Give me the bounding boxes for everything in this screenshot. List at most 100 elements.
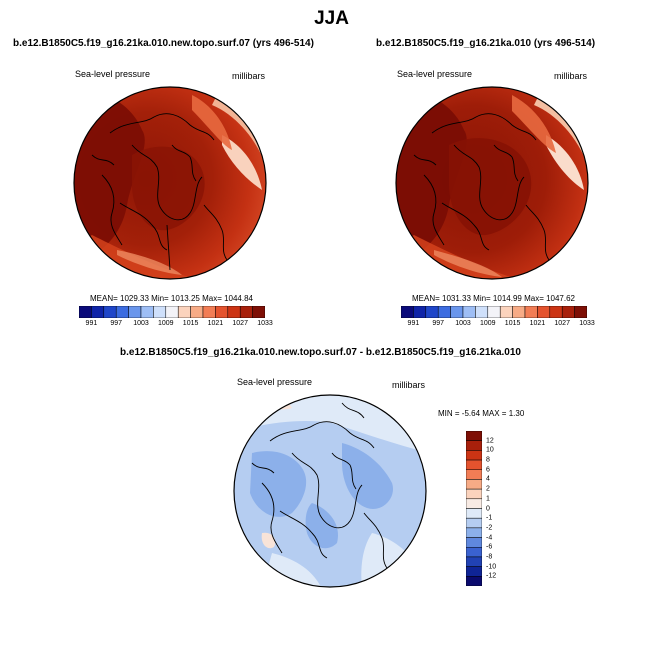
diff-positive-southwest xyxy=(261,532,276,549)
colorbar-tick-label: 4 xyxy=(486,475,490,483)
colorbar-swatch xyxy=(190,306,204,318)
diff-stats: MIN = -5.64 MAX = 1.30 xyxy=(438,409,525,418)
colorbar-tick-label: 991 xyxy=(85,320,98,327)
colorbar-swatch xyxy=(462,306,476,318)
colorbar-tick-label: 0 xyxy=(486,505,490,512)
left-coastlines xyxy=(91,113,228,271)
diff-negative-east xyxy=(342,443,393,509)
colorbar-swatch xyxy=(103,306,117,318)
right-high-center xyxy=(449,138,532,236)
left-stats: MEAN= 1029.33 Min= 1013.25 Max= 1044.84 xyxy=(90,294,253,303)
colorbar-swatch xyxy=(450,306,464,318)
colorbar-swatch xyxy=(475,306,489,318)
colorbar-swatch xyxy=(466,498,482,509)
colorbar-swatch xyxy=(79,306,92,318)
colorbar-swatch xyxy=(487,306,501,318)
colorbar-swatch xyxy=(466,431,482,441)
colorbar-tick-label: 997 xyxy=(110,320,123,327)
diff-units-label: millibars xyxy=(392,380,426,390)
colorbar-swatch xyxy=(561,306,575,318)
colorbar-tick-label: 1033 xyxy=(579,320,595,327)
colorbar-swatch xyxy=(227,306,241,318)
colorbar-tick-label: 1009 xyxy=(158,320,174,327)
right-gradient-band xyxy=(512,95,556,153)
colorbar-swatch xyxy=(425,306,439,318)
colorbar-tick-label: -12 xyxy=(486,572,497,580)
colorbar-swatch xyxy=(153,306,167,318)
right-low-south xyxy=(434,250,502,277)
colorbar-swatch xyxy=(239,306,253,318)
colorbar-swatch xyxy=(466,517,482,529)
colorbar-swatch xyxy=(140,306,154,318)
colorbar-swatch xyxy=(466,479,482,490)
colorbar-swatch xyxy=(512,306,526,318)
left-polar-map xyxy=(73,86,267,280)
colorbar-swatch xyxy=(574,306,587,318)
diff-colorbar xyxy=(466,431,482,586)
left-colorbar xyxy=(79,306,265,318)
left-variable-label: Sea-level pressure xyxy=(75,69,151,79)
colorbar-tick-label: 1021 xyxy=(207,320,224,327)
colorbar-swatch xyxy=(466,547,482,558)
right-polar-map xyxy=(395,86,589,280)
diff-coastlines xyxy=(251,402,388,569)
left-low-south xyxy=(117,250,182,275)
diff-colorbar-labels: 12 10 8 6 4 2 1 0 -1 -2 -4 -6 -8 -10 -12 xyxy=(486,431,516,586)
colorbar-tick-label: 1015 xyxy=(182,320,199,327)
right-colorbar xyxy=(401,306,587,318)
right-case-title: b.e12.B1850C5.f19_g16.21ka.010 (yrs 496-… xyxy=(376,38,596,49)
right-high-west xyxy=(396,92,467,265)
colorbar-tick-label: 12 xyxy=(486,437,494,445)
right-colorbar-labels: 991 997 1003 1009 1015 1021 1027 1033 xyxy=(401,320,595,332)
left-low-inner xyxy=(222,135,262,190)
colorbar-tick-label: 1027 xyxy=(232,320,248,327)
colorbar-tick-label: 997 xyxy=(432,320,445,327)
colorbar-tick-label: -2 xyxy=(486,524,493,532)
colorbar-swatch xyxy=(466,440,482,451)
colorbar-tick-label: 1015 xyxy=(504,320,521,327)
right-low-inner xyxy=(546,135,584,190)
right-units-label: millibars xyxy=(554,71,588,81)
colorbar-swatch xyxy=(466,508,482,519)
diff-variable-label: Sea-level pressure xyxy=(237,377,313,387)
colorbar-tick-label: 1033 xyxy=(257,320,273,327)
colorbar-tick-label: 1003 xyxy=(455,320,471,327)
diff-map-border xyxy=(233,394,427,588)
colorbar-swatch xyxy=(115,306,129,318)
colorbar-tick-label: -4 xyxy=(486,534,493,542)
colorbar-tick-label: 1003 xyxy=(133,320,149,327)
colorbar-swatch xyxy=(466,576,482,586)
colorbar-swatch xyxy=(466,469,482,480)
colorbar-tick-label: 1 xyxy=(486,495,490,503)
colorbar-swatch xyxy=(215,306,229,318)
colorbar-tick-label: -1 xyxy=(486,514,493,522)
colorbar-swatch xyxy=(466,566,482,577)
left-map-border xyxy=(73,86,267,280)
colorbar-swatch xyxy=(413,306,427,318)
diff-negative-west xyxy=(250,451,307,517)
left-colorbar-labels: 991 997 1003 1009 1015 1021 1027 1033 xyxy=(79,320,273,332)
colorbar-swatch xyxy=(466,488,482,500)
colorbar-swatch xyxy=(466,556,482,567)
colorbar-swatch xyxy=(537,306,551,318)
colorbar-swatch xyxy=(466,459,482,470)
diff-polar-map xyxy=(233,394,427,588)
page-title: JJA xyxy=(314,8,349,29)
colorbar-tick-label: 1027 xyxy=(554,320,570,327)
colorbar-tick-label: 8 xyxy=(486,456,490,464)
colorbar-swatch xyxy=(91,306,105,318)
colorbar-tick-label: 2 xyxy=(486,485,490,493)
colorbar-swatch xyxy=(437,306,451,318)
diff-title: b.e12.B1850C5.f19_g16.21ka.010.new.topo.… xyxy=(120,347,521,358)
left-case-title: b.e12.B1850C5.f19_g16.21ka.010.new.topo.… xyxy=(13,38,314,49)
colorbar-swatch xyxy=(252,306,265,318)
right-map-border xyxy=(395,86,589,280)
colorbar-tick-label: -8 xyxy=(486,553,493,561)
left-gradient-band xyxy=(192,95,232,150)
colorbar-swatch xyxy=(202,306,216,318)
colorbar-swatch xyxy=(128,306,142,318)
right-coastlines xyxy=(413,113,550,261)
colorbar-tick-label: -6 xyxy=(486,543,493,551)
diff-negative-south xyxy=(305,503,338,549)
